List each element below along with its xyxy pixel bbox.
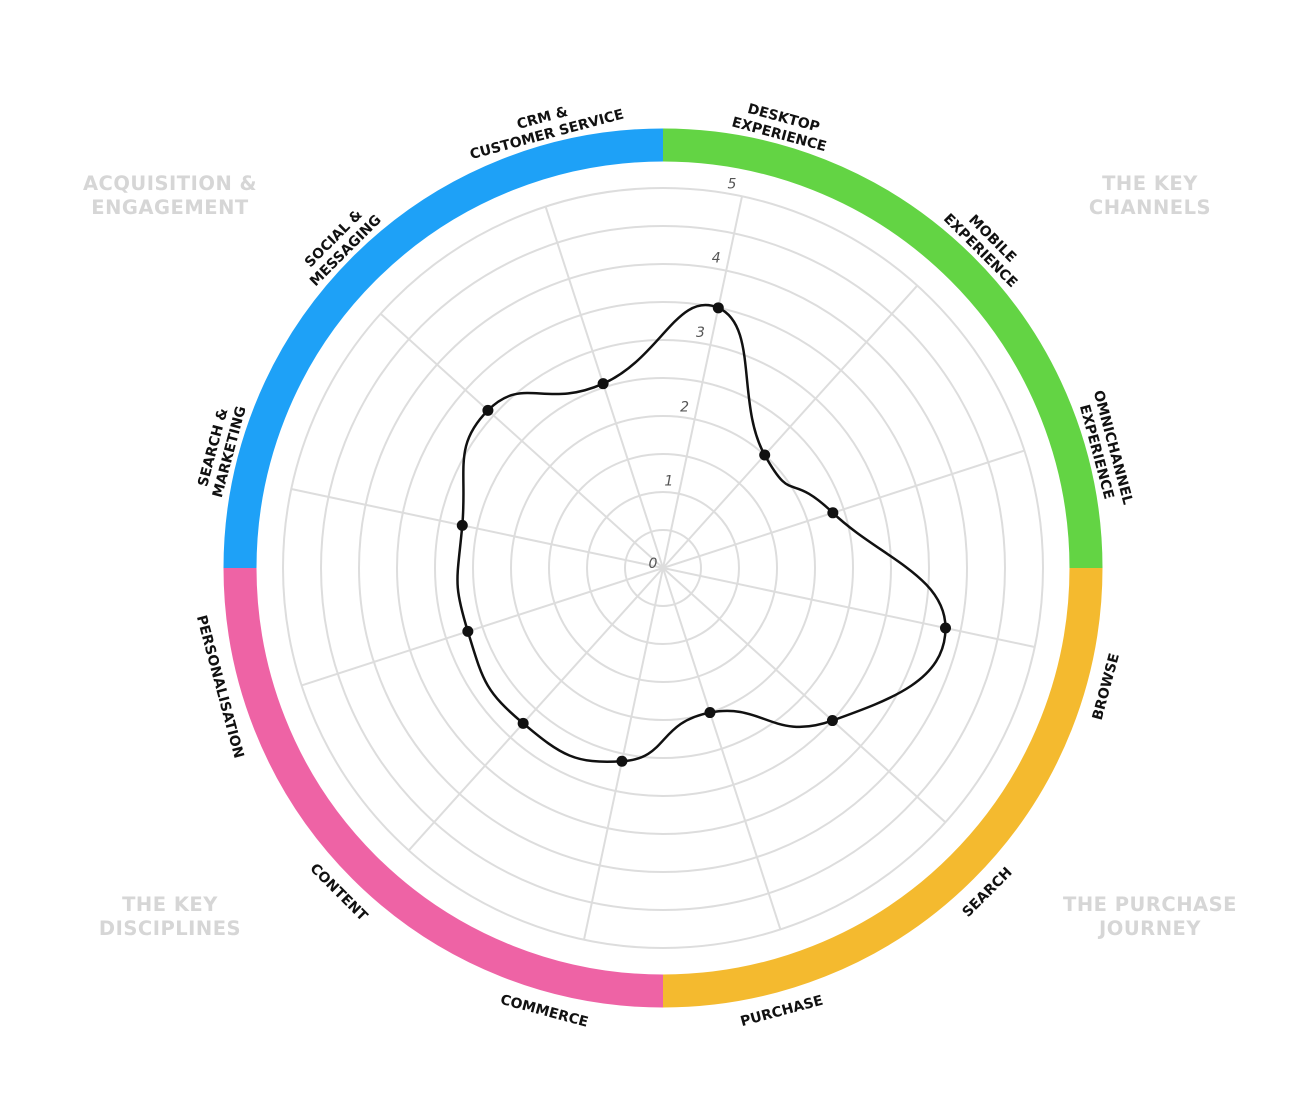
ring-arc-channels — [662, 128, 1103, 569]
radial-tick-label: 5 — [728, 176, 737, 192]
grid-spoke — [662, 449, 1025, 569]
grid-circle — [586, 491, 740, 645]
radial-tick-label: 0 — [649, 556, 658, 572]
quadrant-label-channels: THE KEY CHANNELS — [1030, 172, 1270, 220]
quadrant-label-line: JOURNEY — [1099, 917, 1201, 940]
grid-spoke — [291, 488, 664, 569]
quadrant-label-line: THE KEY — [122, 893, 218, 916]
data-point — [712, 302, 724, 314]
data-point — [462, 625, 474, 637]
grid-circle — [320, 225, 1006, 911]
quadrant-label-disciplines: THE KEY DISCIPLINES — [50, 893, 290, 941]
radial-tick-label: 2 — [680, 399, 689, 415]
grid-circle — [282, 187, 1044, 949]
quadrant-label-line: ACQUISITION & — [82, 172, 258, 195]
grid-spoke — [379, 312, 664, 569]
quadrant-label-line: DISCIPLINES — [98, 917, 242, 940]
grid-circle — [510, 415, 816, 721]
data-point — [759, 449, 771, 461]
ring-arc-disciplines — [223, 567, 664, 1008]
data-point — [456, 519, 468, 531]
grid-spoke — [662, 567, 947, 824]
grid-circle — [434, 339, 892, 797]
quadrant-label-line: ENGAGEMENT — [91, 196, 249, 219]
quadrant-label-line: THE KEY — [1102, 172, 1198, 195]
quadrant-label-acquisition: ACQUISITION & ENGAGEMENT — [50, 172, 290, 220]
data-point — [517, 717, 529, 729]
data-point — [826, 715, 838, 727]
data-point — [827, 507, 839, 519]
data-point — [939, 622, 951, 634]
quadrant-label-line: CHANNELS — [1088, 196, 1212, 219]
radial-tick-label: 3 — [696, 325, 705, 341]
grid-circle — [358, 263, 968, 873]
grid-spoke — [583, 567, 664, 940]
radial-tick-label: 4 — [712, 251, 721, 267]
grid-circle — [548, 453, 778, 683]
quadrant-label-journey: THE PURCHASE JOURNEY — [1030, 893, 1270, 941]
data-point — [616, 755, 628, 767]
grid-spoke — [407, 567, 664, 852]
category-label-line: BROWSE — [1090, 652, 1123, 722]
category-ring — [223, 128, 1103, 1008]
series-line — [456, 303, 947, 763]
grid-spoke — [662, 567, 782, 930]
data-point — [704, 707, 716, 719]
grid-circle — [396, 301, 930, 835]
ring-arc-journey — [662, 567, 1103, 1008]
grid-spoke — [301, 567, 664, 687]
grid-circle — [472, 377, 854, 759]
ring-arc-acquisition — [223, 128, 664, 569]
quadrant-label-line: THE PURCHASE — [1063, 893, 1237, 916]
category-label: BROWSE — [1090, 652, 1123, 722]
grid-spoke — [662, 567, 1035, 648]
grid-spoke — [662, 284, 919, 569]
radial-tick-label: 1 — [664, 474, 673, 490]
grid-circle — [624, 529, 702, 607]
radial-tick-labels: 0 1 2 3 4 5 — [649, 176, 737, 572]
data-point — [597, 378, 609, 390]
radar-grid — [282, 187, 1044, 949]
data-point — [482, 404, 494, 416]
grid-spoke — [662, 196, 743, 569]
score-series — [456, 302, 951, 767]
